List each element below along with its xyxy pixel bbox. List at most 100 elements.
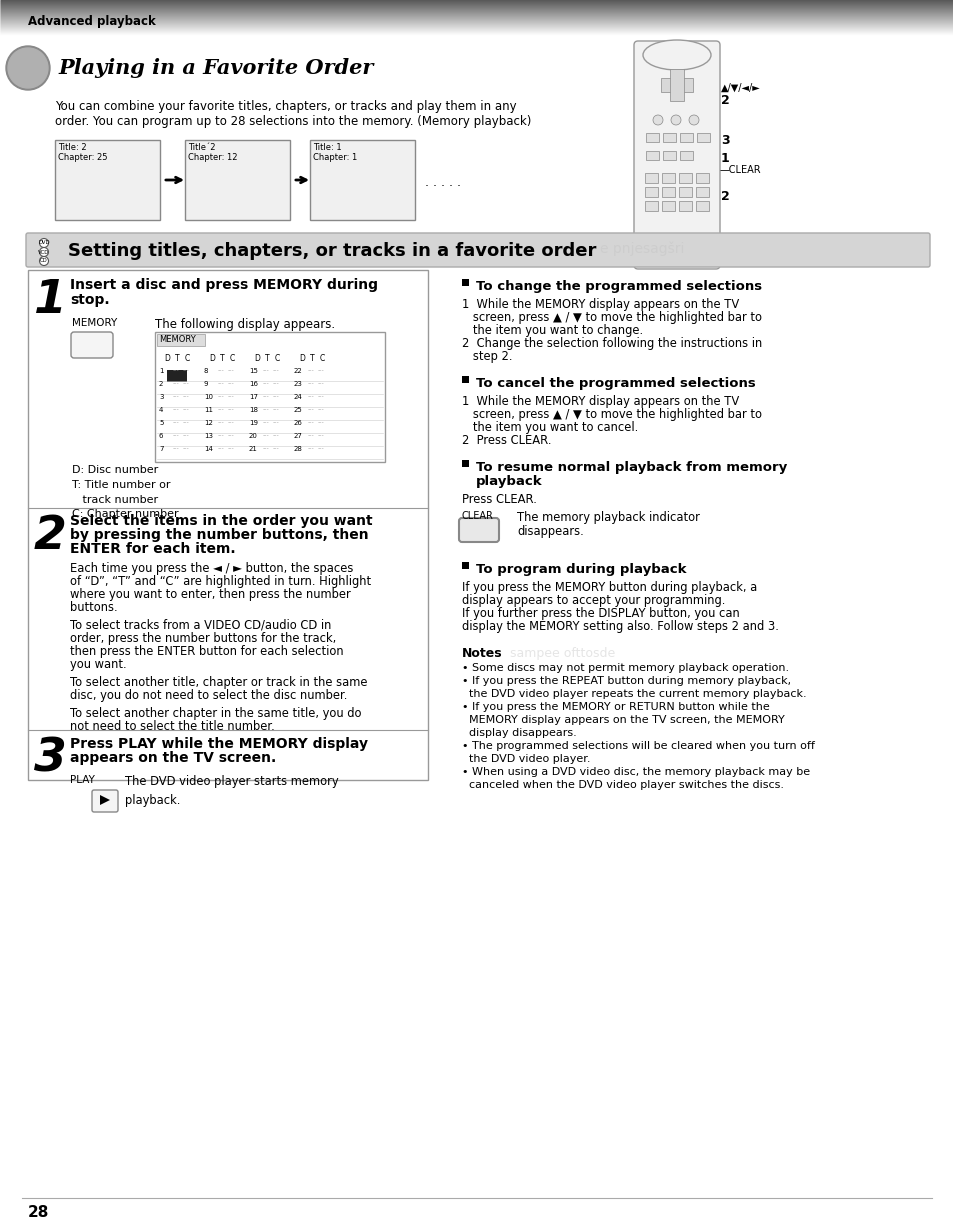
Text: ▲/▼/◄/►: ▲/▼/◄/►: [720, 83, 760, 92]
Text: 11: 11: [204, 407, 213, 413]
Text: Title: 2
Chapter: 25: Title: 2 Chapter: 25: [58, 143, 108, 163]
Text: ---: ---: [263, 394, 270, 399]
Bar: [679, 133, 692, 142]
Text: ---: ---: [263, 381, 270, 386]
FancyBboxPatch shape: [71, 331, 112, 359]
Text: To change the programmed selections: To change the programmed selections: [476, 280, 761, 293]
Text: 2: 2: [720, 94, 729, 106]
Bar: [661, 172, 675, 184]
Bar: [185, 140, 290, 221]
Text: ---: ---: [308, 394, 314, 399]
Text: DVD: DVD: [38, 240, 50, 245]
Text: screen, press ▲ / ▼ to move the highlighted bar to: screen, press ▲ / ▼ to move the highligh…: [461, 408, 761, 421]
Text: stop.: stop.: [70, 293, 110, 307]
Ellipse shape: [642, 39, 710, 70]
Text: ---: ---: [273, 407, 279, 411]
Text: C: C: [229, 354, 234, 363]
Text: 16: 16: [249, 381, 257, 387]
Text: ---: ---: [263, 420, 270, 425]
Text: 20: 20: [249, 432, 257, 439]
Text: ---: ---: [273, 381, 279, 386]
Text: Advanced playback: Advanced playback: [28, 16, 155, 28]
Text: playback: playback: [476, 476, 542, 488]
Text: where you want to enter, then press the number: where you want to enter, then press the …: [70, 588, 351, 601]
Text: If you press the MEMORY button during playback, a: If you press the MEMORY button during pl…: [461, 582, 757, 594]
Text: To select another title, chapter or track in the same: To select another title, chapter or trac…: [70, 676, 367, 689]
Text: the DVD video player repeats the current memory playback.: the DVD video player repeats the current…: [461, 689, 806, 699]
Text: The memory playback indicator: The memory playback indicator: [517, 511, 700, 524]
Text: step 2.: step 2.: [461, 350, 512, 363]
Bar: [55, 140, 160, 221]
Circle shape: [39, 256, 49, 266]
Text: 5: 5: [159, 420, 163, 426]
Text: To cancel the programmed selections: To cancel the programmed selections: [476, 377, 755, 391]
Text: D: D: [164, 354, 170, 363]
Circle shape: [652, 115, 662, 124]
Text: 27: 27: [294, 432, 302, 439]
Bar: [661, 201, 675, 211]
Text: ---: ---: [172, 432, 179, 439]
Text: To program during playback: To program during playback: [476, 563, 686, 577]
Text: 1: 1: [159, 368, 163, 375]
Text: MEMORY display appears on the TV screen, the MEMORY: MEMORY display appears on the TV screen,…: [461, 715, 784, 724]
Bar: [461, 376, 469, 383]
Text: MEMORY: MEMORY: [159, 335, 195, 344]
Text: not need to select the title number.: not need to select the title number.: [70, 719, 274, 733]
Text: screen, press ▲ / ▼ to move the highlighted bar to: screen, press ▲ / ▼ to move the highligh…: [461, 310, 761, 324]
Text: T: T: [174, 354, 179, 363]
Circle shape: [670, 115, 680, 124]
Text: 21: 21: [249, 446, 257, 452]
Text: —CLEAR: —CLEAR: [720, 165, 760, 175]
Bar: [154, 331, 385, 462]
Text: 15: 15: [249, 368, 257, 375]
Text: If you further press the DISPLAY button, you can: If you further press the DISPLAY button,…: [461, 607, 739, 620]
Text: 2: 2: [720, 191, 729, 203]
Text: ---: ---: [228, 432, 234, 439]
Text: 28: 28: [294, 446, 302, 452]
Circle shape: [8, 48, 48, 87]
Text: ---: ---: [218, 368, 225, 373]
Bar: [644, 201, 658, 211]
Bar: [696, 187, 708, 197]
Text: ---: ---: [263, 446, 270, 451]
Text: 2  Change the selection following the instructions in: 2 Change the selection following the ins…: [461, 338, 761, 350]
Text: then press the ENTER button for each selection: then press the ENTER button for each sel…: [70, 646, 343, 658]
Text: VCD: VCD: [38, 250, 50, 255]
Text: • When using a DVD video disc, the memory playback may be: • When using a DVD video disc, the memor…: [461, 768, 809, 777]
Text: 9: 9: [204, 381, 209, 387]
Text: ENTER for each item.: ENTER for each item.: [70, 542, 235, 556]
Text: 4: 4: [159, 407, 163, 413]
FancyBboxPatch shape: [91, 790, 118, 812]
Text: the item you want to cancel.: the item you want to cancel.: [461, 421, 638, 434]
Text: ---: ---: [218, 432, 225, 439]
Bar: [28, 270, 428, 780]
Text: 1: 1: [34, 278, 67, 323]
Text: 25: 25: [294, 407, 302, 413]
Text: you want.: you want.: [70, 658, 127, 671]
Bar: [696, 172, 708, 184]
Text: display appears to accept your programming.: display appears to accept your programmi…: [461, 594, 724, 607]
Text: 2: 2: [34, 514, 67, 559]
Text: canceled when the DVD video player switches the discs.: canceled when the DVD video player switc…: [461, 780, 783, 790]
Text: • If you press the REPEAT button during memory playback,: • If you press the REPEAT button during …: [461, 676, 790, 686]
Text: 3: 3: [159, 394, 163, 400]
Text: Playing in a Favorite Order: Playing in a Favorite Order: [58, 58, 373, 78]
Text: ---: ---: [317, 420, 324, 425]
Polygon shape: [100, 795, 110, 804]
Text: ---: ---: [308, 407, 314, 411]
Text: ---: ---: [308, 368, 314, 373]
Text: appears on the TV screen.: appears on the TV screen.: [70, 752, 276, 765]
Text: ---: ---: [317, 432, 324, 439]
Text: display disappears.: display disappears.: [461, 728, 577, 738]
Bar: [660, 78, 692, 92]
Text: ---: ---: [172, 446, 179, 451]
Text: disappears.: disappears.: [517, 525, 583, 538]
Text: . . . . .: . . . . .: [424, 176, 460, 190]
Text: 8: 8: [204, 368, 209, 375]
Text: • If you press the MEMORY or RETURN button while the: • If you press the MEMORY or RETURN butt…: [461, 702, 769, 712]
Text: D: D: [298, 354, 305, 363]
Text: ---: ---: [218, 420, 225, 425]
Text: CLEAR: CLEAR: [461, 511, 494, 521]
Text: ---: ---: [183, 394, 190, 399]
Bar: [645, 133, 659, 142]
